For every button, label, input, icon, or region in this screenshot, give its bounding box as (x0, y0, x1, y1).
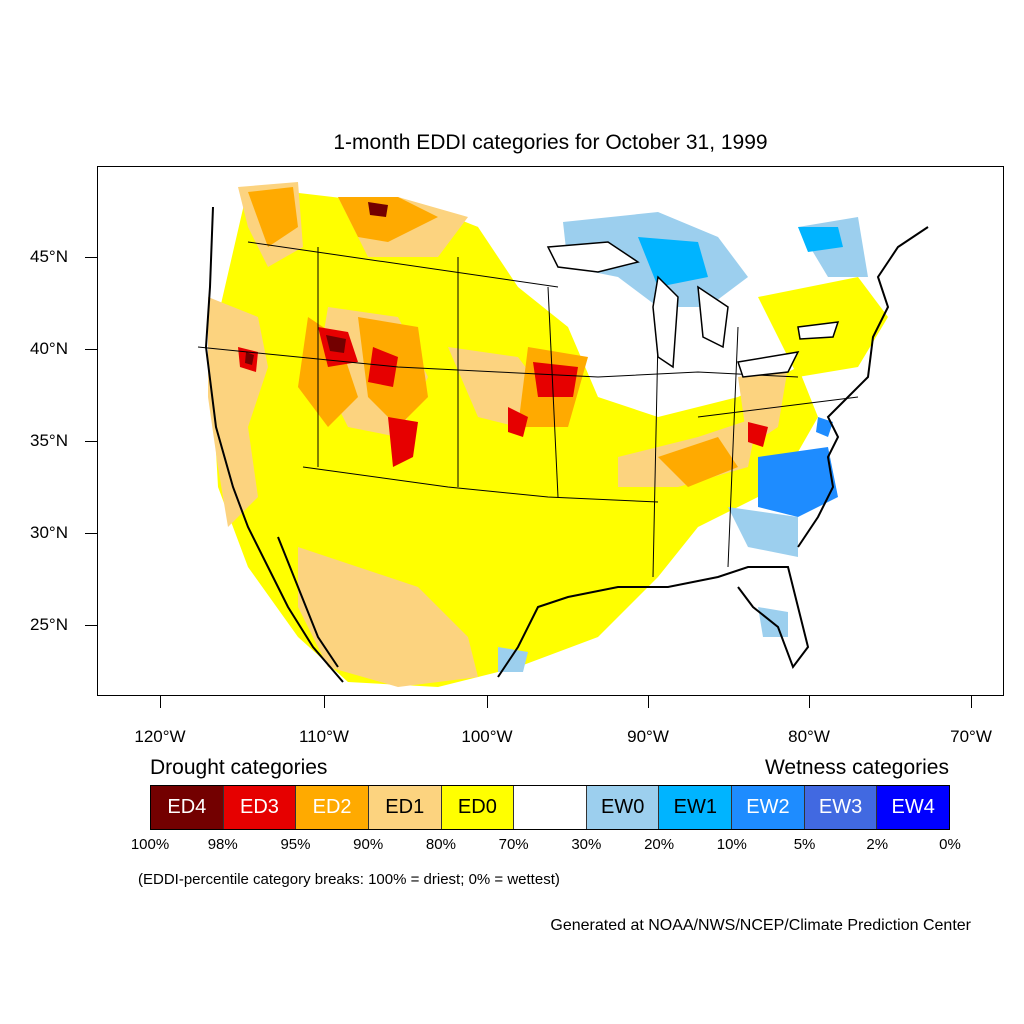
break-label: 10% (716, 836, 747, 853)
lat-tick-40 (85, 349, 97, 350)
legend-swatch-ed3: ED3 (223, 786, 297, 829)
lon-tick-110 (324, 696, 325, 708)
ed4-regions (245, 202, 388, 365)
lat-tick-35 (85, 441, 97, 442)
legend-swatch-ew0: EW0 (586, 786, 660, 829)
legend-swatch-neutral (514, 786, 587, 829)
legend-swatch-ed2: ED2 (296, 786, 369, 829)
state-borders (197, 241, 859, 578)
map-title: 1-month EDDI categories for October 31, … (333, 131, 768, 154)
legend-swatch-ew2: EW2 (732, 786, 805, 829)
lat-tick-45 (85, 257, 97, 258)
break-label: 100% (130, 836, 170, 853)
lon-tick-70 (971, 696, 972, 708)
lat-label-35: 35°N (30, 431, 68, 450)
break-label: 0% (939, 836, 961, 853)
break-label: 20% (644, 836, 675, 853)
coastlines (204, 206, 929, 683)
lon-tick-100 (487, 696, 488, 708)
lat-tick-25 (85, 625, 97, 626)
lat-label-30: 30°N (30, 523, 68, 542)
wetness-heading: Wetness categories (764, 756, 949, 779)
lon-label-100: 100°W (461, 727, 513, 746)
ew2-regions (758, 417, 838, 517)
break-label: 30% (571, 836, 602, 853)
lon-label-110: 110°W (299, 727, 349, 746)
drought-heading: Drought categories (150, 756, 328, 779)
lon-label-120: 120°W (134, 727, 186, 746)
break-label: 95% (280, 836, 311, 853)
lon-label-70: 70°W (950, 727, 992, 746)
lat-tick-30 (85, 533, 97, 534)
lon-label-80: 80°W (788, 727, 830, 746)
legend-swatch-ed0: ED0 (441, 786, 515, 829)
lat-label-25: 25°N (30, 615, 68, 634)
break-label: 2% (866, 836, 889, 853)
break-label: 90% (353, 836, 384, 853)
legend-swatch-ed4: ED4 (151, 786, 224, 829)
category-note: (EDDI-percentile category breaks: 100% =… (138, 871, 560, 888)
break-label: 70% (498, 836, 529, 853)
lon-tick-80 (809, 696, 810, 708)
lat-label-45: 45°N (30, 247, 68, 266)
break-label: 98% (207, 836, 238, 853)
credit-line: Generated at NOAA/NWS/NCEP/Climate Predi… (550, 917, 971, 934)
lat-label-40: 40°N (30, 339, 68, 358)
ew1-regions (638, 227, 843, 287)
great-lakes (546, 241, 840, 378)
map-svg (197, 182, 929, 687)
category-legend: ED4 ED3 ED2 ED1 ED0 EW0 EW1 EW2 EW3 EW4 (150, 785, 950, 830)
lon-label-90: 90°W (627, 727, 669, 746)
break-label: 80% (425, 836, 456, 853)
legend-swatch-ed1: ED1 (368, 786, 442, 829)
legend-swatch-ew4: EW4 (877, 786, 950, 829)
map-panel (97, 166, 1004, 696)
break-label: 5% (793, 836, 816, 853)
legend-swatch-ew1: EW1 (659, 786, 733, 829)
lon-tick-90 (648, 696, 649, 708)
ed3-regions (238, 327, 768, 467)
lon-tick-120 (160, 696, 161, 708)
legend-swatch-ew3: EW3 (804, 786, 878, 829)
